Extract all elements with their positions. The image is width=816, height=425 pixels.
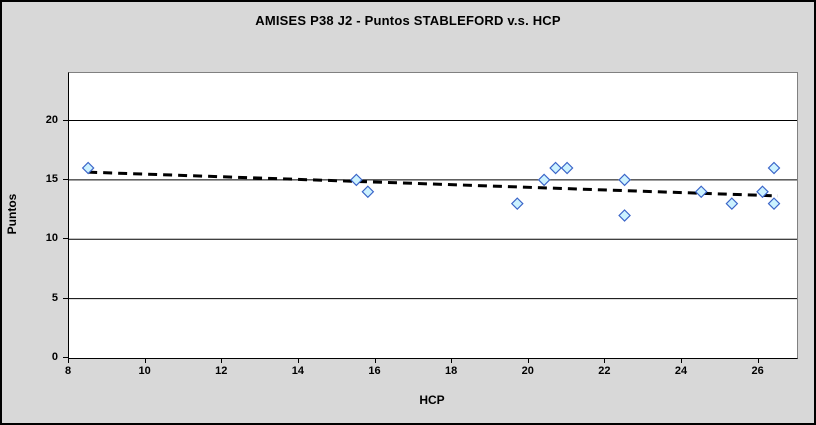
scatter-point-8 (618, 209, 631, 222)
x-tick-label-10: 10 (138, 365, 151, 377)
y-tick-mark-15 (63, 178, 68, 180)
x-tick-label-20: 20 (521, 365, 534, 377)
x-tick-mark-20 (527, 358, 529, 363)
x-tick-label-26: 26 (751, 365, 764, 377)
y-tick-label-10: 10 (45, 232, 58, 245)
chart-title: AMISES P38 J2 - Puntos STABLEFORD v.s. H… (255, 13, 561, 28)
scatter-point-13 (767, 197, 781, 210)
x-tick-label-24: 24 (674, 365, 688, 377)
y-tick-label-20: 20 (45, 113, 58, 126)
x-axis-title: HCP (419, 393, 445, 407)
x-tick-mark-16 (374, 358, 376, 363)
y-tick-mark-10 (63, 238, 68, 240)
scatter-point-5 (549, 161, 562, 175)
y-axis-title: Puntos (5, 193, 19, 235)
x-tick-label-14: 14 (291, 365, 305, 377)
y-tick-label-5: 5 (51, 291, 58, 304)
y-tick-mark-20 (63, 119, 68, 121)
scatter-point-2 (361, 185, 375, 199)
y-tick-mark-0 (63, 357, 68, 358)
scatter-point-3 (510, 197, 524, 210)
x-tick-label-8: 8 (64, 365, 72, 377)
scatter-point-1 (350, 173, 363, 187)
plot-area (68, 72, 798, 359)
x-tick-mark-24 (681, 358, 683, 363)
x-tick-mark-22 (604, 358, 606, 363)
x-tick-mark-26 (757, 358, 759, 363)
x-tick-mark-8 (68, 358, 69, 363)
x-tick-label-16: 16 (368, 365, 381, 377)
scatter-point-6 (560, 161, 574, 175)
scatter-point-11 (756, 185, 769, 199)
scatter-point-4 (537, 173, 551, 187)
scatter-point-9 (694, 185, 708, 199)
x-tick-label-18: 18 (445, 365, 458, 377)
scatter-point-10 (725, 197, 739, 210)
x-tick-label-12: 12 (215, 365, 228, 377)
x-tick-label-22: 22 (598, 365, 611, 377)
y-tick-mark-5 (63, 297, 68, 299)
scatter-point-12 (767, 161, 781, 175)
scatter-point-0 (81, 161, 95, 175)
plot-canvas (69, 120, 797, 300)
y-tick-label-0: 0 (51, 351, 58, 363)
x-tick-mark-10 (144, 358, 146, 363)
scatter-point-7 (618, 173, 631, 187)
x-tick-mark-14 (297, 358, 299, 363)
x-tick-mark-12 (221, 358, 223, 363)
x-tick-mark-18 (451, 358, 453, 363)
trendline (88, 170, 778, 198)
y-tick-label-15: 15 (45, 172, 58, 185)
